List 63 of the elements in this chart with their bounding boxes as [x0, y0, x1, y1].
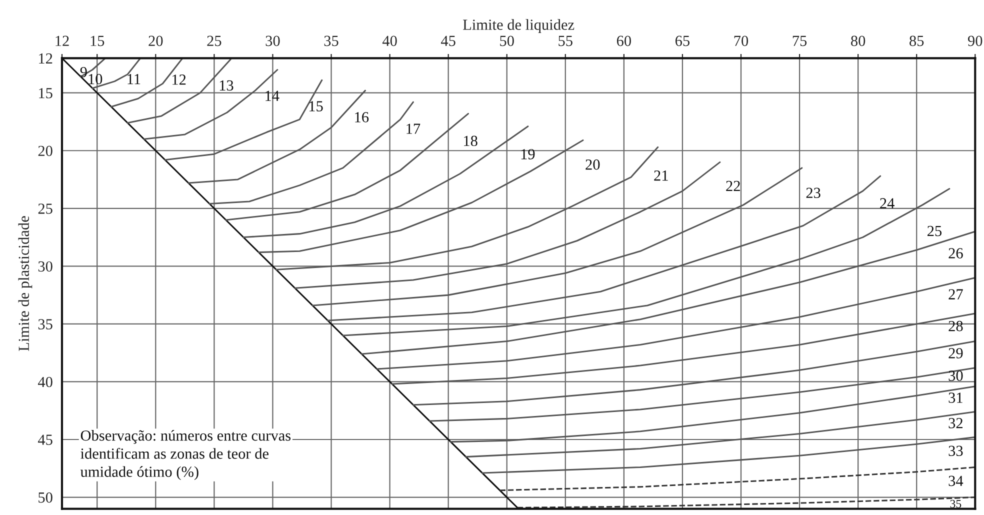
annotation: 18 [464, 136, 478, 146]
annotation: 20 [586, 159, 600, 170]
annotation: 25 [928, 226, 942, 236]
annotation: 19 [521, 149, 535, 160]
line-series [412, 340, 976, 406]
y-axis-title: Limite de plasticidade [18, 216, 32, 351]
line-series [294, 161, 721, 289]
annotation: 27 [948, 289, 963, 300]
x-tick-label: 45 [440, 36, 456, 46]
y-tick-label: 45 [38, 434, 52, 445]
annotation: 33 [948, 446, 963, 456]
x-tick-label: 20 [148, 36, 163, 46]
y-tick-label: 20 [38, 146, 52, 156]
annotation: 31 [948, 392, 962, 403]
annotation: 12 [172, 74, 186, 85]
x-tick-label: 12 [56, 36, 69, 46]
x-tick-label: 60 [616, 36, 631, 46]
line-series [391, 312, 976, 385]
annotation: 13 [220, 80, 234, 91]
annotation: 29 [948, 348, 963, 358]
annotation: 16 [355, 112, 369, 122]
x-tick-label: 25 [207, 36, 222, 46]
line-series [450, 386, 976, 443]
x-axis-title: Limite de liquidez [463, 19, 574, 34]
x-tick-label: 80 [851, 36, 866, 46]
y-tick-label: 12 [39, 53, 52, 64]
line-series [465, 410, 976, 458]
x-tick-label: 55 [558, 36, 572, 46]
x-tick-label: 75 [792, 36, 807, 46]
y-tick-label: 50 [38, 492, 52, 503]
y-tick-label: 40 [38, 376, 52, 388]
annotation: Observação: números entre curvas identificam as zonas de teor de umidade ótimo (%) [80, 430, 291, 480]
annotation: 30 [948, 370, 963, 381]
x-tick-label: 40 [382, 36, 397, 46]
x-tick-label: 85 [910, 36, 924, 46]
annotation: 32 [948, 418, 962, 428]
line-series [376, 276, 976, 370]
line-series [516, 496, 976, 508]
x-tick-label: 90 [968, 36, 982, 46]
annotation: 26 [948, 248, 963, 258]
y-tick-label: 25 [38, 204, 52, 214]
x-tick-label: 30 [266, 36, 280, 46]
annotation: 22 [726, 180, 740, 191]
annotation: 35 [950, 500, 962, 508]
annotation: 23 [806, 188, 820, 198]
annotation: 21 [654, 170, 668, 181]
line-series [499, 466, 976, 492]
x-tick-label: 35 [324, 36, 338, 46]
x-tick-label: 15 [90, 36, 104, 46]
line-series [482, 436, 976, 474]
annotation: 17 [406, 124, 420, 134]
x-tick-label: 50 [500, 36, 514, 46]
line-series [143, 68, 278, 140]
y-tick-label: 35 [38, 319, 52, 330]
y-tick-label: 30 [38, 261, 52, 272]
annotation: 11 [128, 74, 140, 84]
line-series [126, 58, 232, 124]
x-tick-label: 65 [675, 36, 690, 46]
y-tick-label: 15 [39, 88, 52, 98]
x-tick-label: 70 [734, 36, 748, 46]
annotation: 34 [948, 476, 964, 486]
annotation: 24 [880, 198, 894, 208]
annotation: 15 [309, 101, 323, 112]
